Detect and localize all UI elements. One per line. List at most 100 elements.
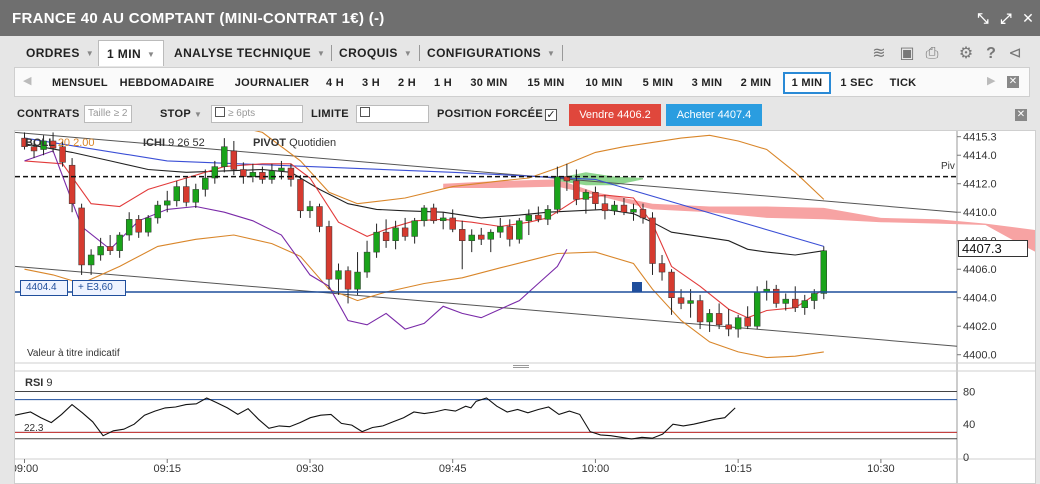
price-chart[interactable]: 4415.34414.04412.04410.04408.04406.04404…	[15, 131, 1035, 483]
price-levels	[15, 175, 957, 293]
candle-body-30	[306, 206, 314, 212]
timeframe-journalier[interactable]: JOURNALIER	[234, 77, 310, 89]
candle-body-41	[411, 220, 418, 237]
boll-legend[interactable]: BOLL 20 2.00	[25, 137, 95, 149]
timeframe-15min[interactable]: 15 MIN	[527, 77, 565, 89]
chart-panel[interactable]: 4415.34414.04412.04410.04408.04406.04404…	[14, 130, 1036, 484]
stop-checkbox[interactable]	[215, 107, 225, 117]
menu-configurations[interactable]: CONFIGURATIONS ▼	[427, 40, 555, 66]
candle-body-55	[544, 209, 552, 220]
rsi-period: 9	[46, 377, 53, 389]
candle-body-60	[592, 192, 599, 204]
candle-body-18	[192, 189, 199, 203]
ichi-legend[interactable]: ICHI 9 26 52	[143, 137, 205, 149]
close-timeframes-icon[interactable]: ✕	[1007, 76, 1019, 88]
candle-body-49	[487, 231, 494, 240]
bollinger-lower-line	[24, 234, 824, 359]
timeframe-1min[interactable]: 1 MIN	[783, 72, 831, 94]
timeframe-4h[interactable]: 4 H	[325, 77, 345, 89]
position-entry-marker[interactable]	[632, 282, 642, 292]
timeframe-hebdomadaire[interactable]: HEBDOMADAIRE	[119, 77, 215, 89]
timeframe-1h[interactable]: 1 H	[433, 77, 453, 89]
timeframe-tick[interactable]: TICK	[889, 77, 917, 89]
candle-body-68	[668, 271, 675, 298]
timeframe-mensuel[interactable]: MENSUEL	[52, 77, 108, 89]
price-tick-label-5: 4406.0	[963, 264, 997, 276]
candle-body-33	[335, 270, 342, 280]
rsi-legend[interactable]: RSI 9	[25, 377, 53, 389]
timeframe-3h[interactable]: 3 H	[361, 77, 381, 89]
price-tick-label-2: 4412.0	[963, 179, 997, 191]
expand-icon[interactable]: ⤢	[1000, 10, 1012, 26]
close-icon[interactable]: ✕	[1022, 10, 1034, 26]
pivot-legend[interactable]: PIVOT Quotidien	[253, 137, 336, 149]
channel-line-1	[15, 131, 958, 213]
candle-body-67	[658, 263, 666, 273]
position-pnl-pill[interactable]: + E3,60	[72, 280, 126, 296]
menu-analyse-technique[interactable]: ANALYSE TECHNIQUE ▼	[174, 40, 325, 66]
sell-button[interactable]: Vendre 4406.2	[569, 104, 661, 126]
chevron-down-icon: ▼	[403, 48, 413, 58]
print-icon[interactable]: ⎙	[925, 45, 939, 62]
scroll-left-icon[interactable]: ◀	[23, 75, 32, 87]
menu-divider	[419, 45, 420, 61]
pivot-name: PIVOT	[253, 137, 287, 149]
close-orderbar-icon[interactable]: ✕	[1015, 109, 1027, 121]
candle-body-15	[164, 200, 171, 206]
help-icon[interactable]: ?	[986, 45, 996, 62]
candle-body-2	[40, 140, 47, 150]
candle-body-64	[630, 209, 637, 213]
candle-body-3	[49, 140, 57, 149]
candle-body-45	[449, 217, 456, 230]
timeframe-3min[interactable]: 3 MIN	[691, 77, 723, 89]
title-bar[interactable]: FRANCE 40 AU COMPTANT (MINI-CONTRAT 1€) …	[0, 0, 1040, 36]
candle-body-58	[573, 180, 580, 200]
candle-body-1	[30, 146, 38, 152]
price-tick-label-3: 4410.0	[963, 207, 997, 219]
timeframe-5min[interactable]: 5 MIN	[642, 77, 674, 89]
chevron-down-icon: ▼	[317, 48, 326, 58]
buy-button[interactable]: Acheter 4407.4	[666, 104, 762, 126]
indicator-lines	[15, 131, 958, 359]
candle-body-46	[459, 229, 466, 241]
current-price-box: 4407.3	[958, 240, 1028, 257]
candle-body-84	[820, 250, 827, 294]
bollinger-upper-line	[254, 131, 825, 205]
candle-body-16	[173, 186, 180, 202]
candle-body-20	[211, 166, 219, 179]
limite-input[interactable]	[356, 105, 429, 123]
pivot-params: Quotidien	[289, 137, 337, 149]
menu-ordres[interactable]: ORDRES ▼	[26, 40, 94, 66]
contrats-input[interactable]: Taille ≥ 2	[84, 105, 132, 123]
time-tick-label-3: 09:45	[439, 463, 467, 475]
candle-body-26	[268, 170, 276, 180]
candle-body-17	[183, 186, 190, 203]
candle-body-9	[106, 246, 114, 251]
candle-body-61	[601, 203, 609, 212]
collapse-icon[interactable]: ⤡	[977, 10, 989, 26]
timeframe-2h[interactable]: 2 H	[397, 77, 417, 89]
panel-resize-handle[interactable]	[15, 364, 955, 370]
stop-chevron-down-icon[interactable]: ▼	[194, 110, 203, 119]
position-price-pill[interactable]: 4404.4	[20, 280, 68, 296]
menu-configurations-label: CONFIGURATIONS	[427, 46, 542, 60]
menu-croquis[interactable]: CROQUIS ▼	[339, 40, 412, 66]
candle-body-42	[420, 207, 428, 222]
share-icon[interactable]: ⊲	[1008, 45, 1022, 62]
timeframe-2min[interactable]: 2 MIN	[740, 77, 772, 89]
rsi-name: RSI	[25, 377, 44, 389]
stop-input[interactable]: ≥ 6pts	[211, 105, 303, 123]
timeframe-1sec[interactable]: 1 SEC	[840, 77, 874, 89]
gear-icon[interactable]: ⚙	[958, 45, 974, 62]
position-forcee-checkbox[interactable]: ✓	[545, 109, 557, 121]
chevron-down-icon: ▼	[547, 48, 556, 58]
scroll-right-icon[interactable]: ▶	[987, 75, 996, 87]
layers-icon[interactable]: ≋	[872, 45, 886, 62]
limite-checkbox[interactable]	[360, 107, 370, 117]
candles	[21, 132, 827, 338]
timeframe-10min[interactable]: 10 MIN	[585, 77, 623, 89]
timeframe-30min[interactable]: 30 MIN	[470, 77, 508, 89]
candle-body-47	[468, 234, 475, 241]
image-icon[interactable]: ▣	[899, 45, 915, 62]
menu-interval[interactable]: 1 MIN ▼	[98, 40, 164, 66]
